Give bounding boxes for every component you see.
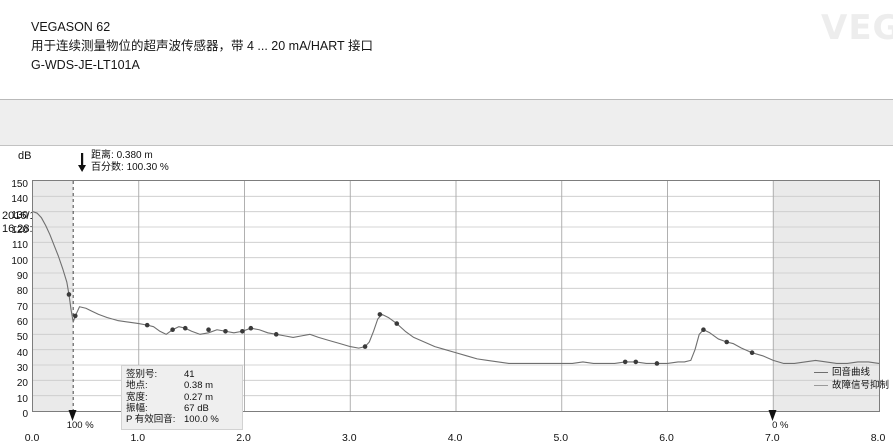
y-tick-label: 50 bbox=[16, 332, 28, 344]
tooltip-key: 振幅: bbox=[126, 402, 148, 414]
document-code: G-WDS-JE-LT101A bbox=[31, 58, 140, 72]
vega-logo: VEGA bbox=[821, 8, 893, 44]
toolbar: 2016/1/27 16:28:10 12 / 12 bbox=[0, 100, 893, 235]
readout-percent: 百分数: 100.30 % bbox=[91, 162, 277, 174]
y-tick-label: 140 bbox=[11, 194, 28, 206]
y-tick-label: 10 bbox=[16, 393, 28, 405]
x-tick-label: 0.0 bbox=[24, 432, 40, 444]
tooltip-value: 41 bbox=[184, 369, 195, 380]
tooltip-value: 0.27 m bbox=[184, 391, 214, 403]
cursor-readout: 距离: 0.380 m 百分数: 100.30 % bbox=[77, 150, 277, 173]
y-tick-label: 150 bbox=[11, 179, 28, 190]
page-header: VEGASON 62 用于连续测量物位的超声波传感器，带 4 ... 20 mA… bbox=[0, 0, 893, 96]
y-tick-label: 90 bbox=[16, 271, 28, 282]
tooltip-row: 签别号: 41 bbox=[126, 369, 238, 380]
tooltip-row: 地点: 0.38 m bbox=[126, 380, 238, 391]
x-tick-label: 3.0 bbox=[341, 432, 357, 444]
tooltip-key: 宽度: bbox=[126, 391, 148, 403]
readout-distance: 距离: 0.380 m bbox=[91, 150, 277, 162]
y-tick-label: 100 bbox=[11, 255, 28, 267]
y-tick-label: 80 bbox=[16, 286, 28, 298]
x-tick-label: 7.0 bbox=[764, 432, 780, 444]
tooltip-value: 0.38 m bbox=[184, 380, 214, 392]
x-tick-label: 8.0 bbox=[870, 432, 886, 444]
down-arrow-icon bbox=[78, 153, 86, 172]
chart-area: 回音曲线故障信号抑制 签别号: 41 地点: 0.38 m 宽度: 0.27 m 振幅: 67… bbox=[32, 180, 889, 431]
legend-item: 回音曲线 bbox=[814, 366, 893, 379]
x-tick-label: 6.0 bbox=[659, 432, 674, 444]
legend-swatch-icon bbox=[814, 372, 828, 373]
y-axis-unit: dB bbox=[18, 150, 32, 162]
legend-swatch-icon bbox=[814, 385, 828, 386]
echo-marker-tooltip: 签别号: 41 地点: 0.38 m 宽度: 0.27 m 振幅: 67 dB P 有效回音: 1… bbox=[121, 365, 243, 431]
legend-item: 故障信号抑制 bbox=[814, 379, 893, 392]
axis-pointer-icon bbox=[768, 410, 777, 421]
tooltip-value: 100.0 % bbox=[184, 414, 219, 426]
y-tick-label: 40 bbox=[16, 347, 28, 359]
axis-percent-marker: 100 % bbox=[66, 420, 94, 431]
tooltip-key: 签别号: bbox=[126, 369, 158, 380]
x-tick-label: 4.0 bbox=[447, 432, 463, 444]
plot-canvas bbox=[33, 181, 879, 411]
y-tick-label: 30 bbox=[16, 363, 28, 374]
y-tick-label: 20 bbox=[16, 378, 28, 390]
y-tick-label: 130 bbox=[11, 209, 28, 221]
y-tick-label: 0 bbox=[22, 409, 28, 420]
y-tick-label: 70 bbox=[16, 301, 28, 313]
legend-label: 回音曲线 bbox=[832, 367, 871, 378]
readout-percent-label: 百分数: bbox=[91, 161, 124, 173]
tooltip-key: P 有效回音: bbox=[126, 414, 176, 426]
tooltip-key: 地点: bbox=[126, 380, 148, 392]
header-divider bbox=[0, 99, 893, 100]
readout-percent-value: 100.30 % bbox=[126, 161, 169, 173]
header-text-block: VEGASON 62 用于连续测量物位的超声波传感器，带 4 ... 20 mA… bbox=[31, 18, 373, 75]
axis-pointer-icon bbox=[68, 410, 77, 421]
y-axis-labels: 150 140 130 120 110 100 90 80 70 60 50 40 30 20 10 0 bbox=[0, 174, 30, 420]
product-description: 用于连续测量物位的超声波传感器，带 4 ... 20 mA/HART 接口 bbox=[31, 39, 373, 53]
product-title: VEGASON 62 bbox=[31, 20, 111, 34]
x-tick-label: 1.0 bbox=[130, 432, 146, 444]
tooltip-row: 宽度: 0.27 m bbox=[126, 392, 238, 403]
legend-label: 故障信号抑制 bbox=[832, 380, 890, 391]
x-axis-labels: 0.0 1.0 2.0 3.0 4.0 5.0 6.0 7.0 8.0 100 % 0 % bbox=[0, 410, 893, 444]
x-tick-label: 2.0 bbox=[236, 432, 251, 444]
y-tick-label: 120 bbox=[11, 225, 28, 236]
axis-percent-marker: 0 % bbox=[772, 420, 789, 431]
tooltip-row: P 有效回音: 100.0 % bbox=[126, 414, 238, 425]
readout-distance-value: 0.380 m bbox=[116, 150, 153, 161]
tooltip-value: 67 dB bbox=[184, 402, 209, 414]
chart-legend: 回音曲线故障信号抑制 bbox=[814, 366, 893, 392]
readout-distance-label: 距离: bbox=[91, 150, 114, 161]
y-tick-label: 60 bbox=[16, 317, 28, 328]
y-tick-label: 110 bbox=[12, 240, 28, 252]
tooltip-row: 振幅: 67 dB bbox=[126, 403, 238, 414]
x-tick-label: 5.0 bbox=[553, 432, 569, 444]
